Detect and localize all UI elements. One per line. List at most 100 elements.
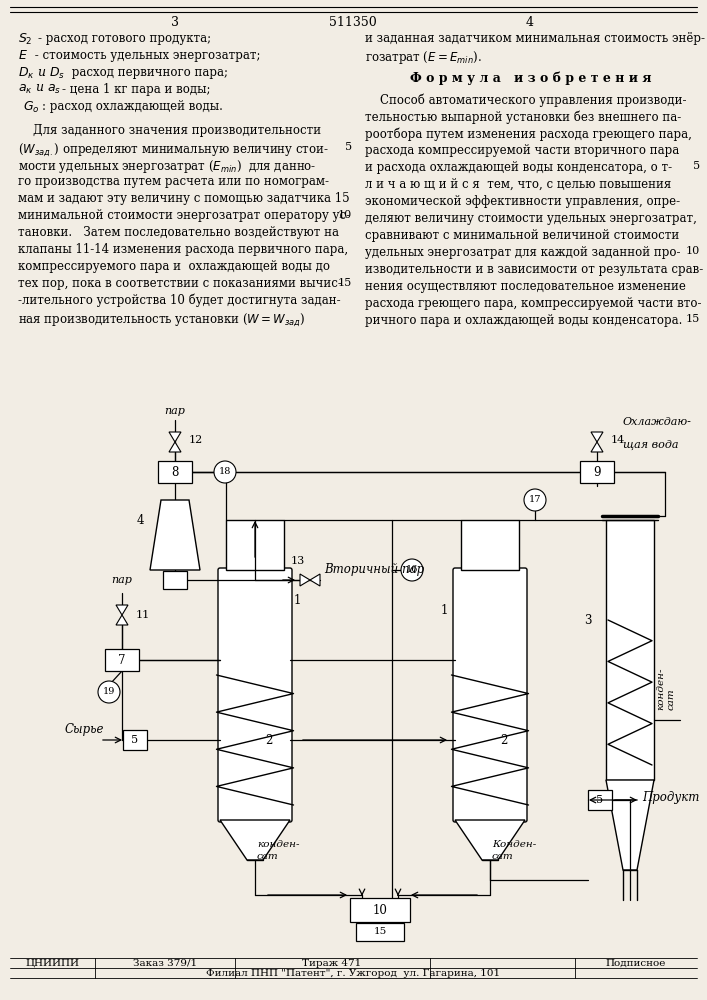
Circle shape: [524, 489, 546, 511]
Text: роотбора путем изменения расхода греющего пара,: роотбора путем изменения расхода греющег…: [365, 127, 692, 141]
Bar: [588, 790, 612, 810]
Circle shape: [401, 559, 423, 581]
Text: изводительности и в зависимости от результата срав-: изводительности и в зависимости от резул…: [365, 263, 703, 276]
Text: тановки.   Затем последовательно воздействуют на: тановки. Затем последовательно воздейств…: [18, 226, 339, 239]
Text: удельных энергозатрат для каждой заданной про-: удельных энергозатрат для каждой заданно…: [365, 246, 681, 259]
Text: 5: 5: [132, 735, 139, 745]
Text: $a_{\kappa}$ и $a_{s}$: $a_{\kappa}$ и $a_{s}$: [18, 83, 62, 96]
Text: 5: 5: [345, 142, 352, 152]
Text: 511350: 511350: [329, 16, 377, 29]
Polygon shape: [455, 820, 525, 860]
FancyBboxPatch shape: [453, 568, 527, 822]
FancyBboxPatch shape: [218, 568, 292, 822]
Text: ная производительность установки ($W=W_{зад}$): ная производительность установки ($W=W_{…: [18, 311, 305, 328]
Text: 15: 15: [686, 314, 700, 324]
Text: ричного пара и охлаждающей воды конденсатора.: ричного пара и охлаждающей воды конденса…: [365, 314, 682, 327]
Text: сравнивают с минимальной величиной стоимости: сравнивают с минимальной величиной стоим…: [365, 229, 679, 242]
Text: Филиал ПНП "Патент", г. Ужгород  ул. Гагарина, 101: Филиал ПНП "Патент", г. Ужгород ул. Гага…: [206, 968, 500, 978]
Text: и расхода охлаждающей воды конденсатора, о т-: и расхода охлаждающей воды конденсатора,…: [365, 161, 672, 174]
Text: 8: 8: [171, 466, 179, 479]
Text: го производства путем расчета или по номограм-: го производства путем расчета или по ном…: [18, 175, 329, 188]
Text: 16: 16: [406, 566, 418, 574]
Text: 15: 15: [338, 278, 352, 288]
Text: экономической эффективности управления, опре-: экономической эффективности управления, …: [365, 195, 680, 208]
Text: 13: 13: [291, 556, 305, 566]
Text: компрессируемого пара и  охлаждающей воды до: компрессируемого пара и охлаждающей воды…: [18, 260, 330, 273]
Text: - расход готового продукта;: - расход готового продукта;: [38, 32, 211, 45]
Polygon shape: [310, 574, 320, 586]
Text: сат: сат: [257, 852, 279, 861]
Text: 4: 4: [136, 514, 144, 526]
Text: 1: 1: [294, 593, 301, 606]
Text: $D_{\kappa}$ и $D_{s}$: $D_{\kappa}$ и $D_{s}$: [18, 66, 65, 81]
Text: 2: 2: [500, 734, 508, 746]
Polygon shape: [169, 442, 181, 452]
Text: Вторичный пар: Вторичный пар: [324, 563, 424, 576]
Text: 15: 15: [373, 928, 387, 936]
Text: конден-: конден-: [257, 840, 300, 849]
Polygon shape: [116, 605, 128, 615]
Text: 4: 4: [526, 16, 534, 29]
Text: 10: 10: [338, 210, 352, 220]
Text: расхода греющего пара, компрессируемой части вто-: расхода греющего пара, компрессируемой ч…: [365, 297, 701, 310]
Text: Для заданного значения производительности: Для заданного значения производительност…: [18, 124, 321, 137]
Text: сат: сат: [667, 688, 676, 710]
Text: Конден-: Конден-: [492, 840, 536, 849]
Bar: [356, 923, 404, 941]
Text: - стоимость удельных энергозатрат;: - стоимость удельных энергозатрат;: [31, 49, 260, 62]
Text: клапаны 11-14 изменения расхода первичного пара,: клапаны 11-14 изменения расхода первично…: [18, 243, 348, 256]
Text: нения осуществляют последовательное изменение: нения осуществляют последовательное изме…: [365, 280, 686, 293]
Text: 12: 12: [189, 435, 203, 445]
Text: 5: 5: [693, 161, 700, 171]
Text: Тираж 471: Тираж 471: [303, 958, 361, 968]
Text: 17: 17: [529, 495, 542, 504]
Text: Заказ 379/1: Заказ 379/1: [133, 958, 197, 968]
Polygon shape: [606, 780, 654, 870]
Bar: [163, 571, 187, 589]
Text: 1: 1: [441, 603, 448, 616]
Text: Подписное: Подписное: [606, 958, 666, 968]
Text: 3: 3: [171, 16, 179, 29]
Text: тех пор, пока в соответствии с показаниями вычис-: тех пор, пока в соответствии с показания…: [18, 277, 342, 290]
Text: гозатрат ($E=E_{min}$).: гозатрат ($E=E_{min}$).: [365, 49, 482, 66]
Text: Ф о р м у л а   и з о б р е т е н и я: Ф о р м у л а и з о б р е т е н и я: [410, 71, 652, 85]
Bar: [350, 898, 410, 922]
Text: : расход охлаждающей воды.: : расход охлаждающей воды.: [42, 100, 223, 113]
Bar: [580, 461, 614, 483]
Text: тельностью выпарной установки без внешнего па-: тельностью выпарной установки без внешне…: [365, 110, 682, 124]
Text: 9: 9: [593, 466, 601, 479]
Polygon shape: [169, 432, 181, 442]
Text: и заданная задатчиком минимальная стоимость энёр-: и заданная задатчиком минимальная стоимо…: [365, 32, 705, 45]
Text: 7: 7: [118, 654, 126, 666]
Text: сат: сат: [492, 852, 514, 861]
Polygon shape: [116, 615, 128, 625]
Text: Способ автоматического управления производи-: Способ автоматического управления произв…: [365, 93, 686, 107]
Text: $E$: $E$: [18, 49, 28, 62]
Text: 14: 14: [611, 435, 625, 445]
Circle shape: [98, 681, 120, 703]
Text: минимальной стоимости энергозатрат оператору ус-: минимальной стоимости энергозатрат опера…: [18, 209, 350, 222]
Text: пар: пар: [165, 406, 185, 416]
Bar: [226, 520, 284, 570]
Text: 3: 3: [585, 613, 592, 626]
Text: мости удельных энергозатрат ($E_{min}$)  для данно-: мости удельных энергозатрат ($E_{min}$) …: [18, 158, 317, 175]
Text: 11: 11: [136, 610, 151, 620]
Text: Охлаждаю-: Охлаждаю-: [623, 417, 692, 427]
Text: 18: 18: [218, 468, 231, 477]
Text: Сырье: Сырье: [65, 723, 105, 736]
Text: 10: 10: [686, 246, 700, 256]
Bar: [123, 730, 147, 750]
Polygon shape: [150, 500, 200, 570]
Bar: [461, 520, 519, 570]
Text: ЦНИИПИ: ЦНИИПИ: [25, 958, 79, 968]
Text: л и ч а ю щ и й с я  тем, что, с целью повышения: л и ч а ю щ и й с я тем, что, с целью по…: [365, 178, 671, 191]
Polygon shape: [591, 442, 603, 452]
Text: 10: 10: [373, 904, 387, 916]
Text: 2: 2: [265, 734, 272, 746]
Text: $S_2$: $S_2$: [18, 32, 33, 47]
Text: -лительного устройства 10 будет достигнута задан-: -лительного устройства 10 будет достигну…: [18, 294, 341, 307]
Bar: [606, 520, 654, 780]
Bar: [158, 461, 192, 483]
Text: деляют величину стоимости удельных энергозатрат,: деляют величину стоимости удельных энерг…: [365, 212, 697, 225]
Text: пар: пар: [112, 575, 132, 585]
